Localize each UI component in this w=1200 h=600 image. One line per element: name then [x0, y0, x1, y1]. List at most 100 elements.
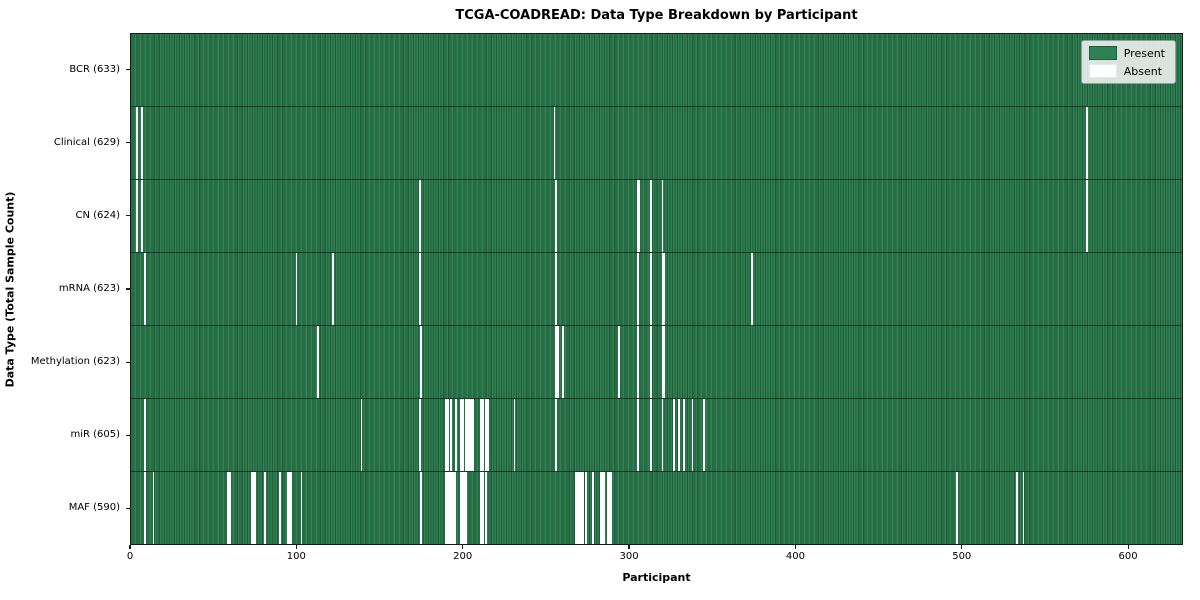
absent-stripe	[603, 472, 606, 544]
absent-stripe	[513, 399, 516, 471]
xtick-mark	[628, 545, 630, 549]
absent-stripe	[463, 472, 466, 544]
absent-stripe	[482, 399, 484, 471]
chart-title: TCGA-COADREAD: Data Type Breakdown by Pa…	[455, 8, 858, 23]
absent-stripe	[661, 180, 664, 252]
ytick-mark	[126, 361, 130, 363]
absent-stripe	[317, 326, 320, 398]
absent-stripe	[452, 472, 454, 544]
legend-item-present: Present	[1088, 46, 1165, 60]
absent-stripe	[290, 472, 293, 544]
absent-stripe	[360, 399, 363, 471]
legend-label-present: Present	[1123, 46, 1165, 60]
absent-stripe	[480, 399, 483, 471]
absent-stripe	[575, 472, 577, 544]
xtick-label-500: 500	[952, 551, 972, 562]
absent-stripe	[691, 399, 694, 471]
absent-stripe	[555, 180, 557, 252]
ytick-label-MAF: MAF (590)	[68, 502, 120, 514]
absent-stripe	[460, 472, 463, 544]
absent-stripe	[418, 253, 421, 325]
absent-stripe	[229, 472, 231, 544]
xtick-mark	[961, 545, 963, 549]
absent-stripe	[453, 472, 456, 544]
absent-stripe	[448, 472, 451, 544]
absent-stripe	[295, 253, 298, 325]
absent-stripe	[650, 253, 652, 325]
absent-stripe	[486, 399, 489, 471]
absent-stripe	[254, 472, 256, 544]
xtick-mark	[1127, 545, 1129, 549]
absent-stripe	[751, 253, 754, 325]
absent-stripe	[472, 399, 474, 471]
absent-stripe	[580, 472, 582, 544]
absent-stripe	[140, 180, 143, 252]
absent-stripe	[636, 180, 639, 252]
xtick-label-200: 200	[453, 551, 473, 562]
absent-stripe	[650, 399, 652, 471]
absent-stripe	[445, 399, 448, 471]
absent-stripe	[462, 472, 464, 544]
absent-stripe	[447, 399, 449, 471]
legend-item-absent: Absent	[1088, 64, 1165, 78]
row-bar-miR	[131, 399, 1182, 472]
absent-stripe	[636, 253, 639, 325]
ytick-label-mRNA: mRNA (623)	[58, 283, 120, 294]
absent-stripe	[462, 399, 464, 471]
absent-stripe	[144, 399, 147, 471]
present-swatch-icon	[1088, 46, 1117, 60]
x-axis-label: Participant	[622, 571, 691, 584]
legend: Present Absent	[1080, 40, 1176, 84]
absent-stripe	[445, 472, 448, 544]
xtick-label-300: 300	[619, 551, 639, 562]
absent-stripe	[264, 472, 266, 544]
absent-stripe	[610, 472, 612, 544]
ytick-label-BCR: BCR (633)	[69, 63, 120, 75]
legend-label-absent: Absent	[1123, 64, 1163, 78]
absent-stripe	[287, 472, 290, 544]
absent-stripe	[485, 472, 488, 544]
row-bar-CN	[131, 180, 1182, 253]
absent-stripe	[663, 326, 666, 398]
absent-stripe	[661, 399, 664, 471]
absent-stripe	[650, 180, 652, 252]
xtick-mark	[794, 545, 796, 549]
absent-stripe	[460, 399, 463, 471]
absent-stripe	[555, 399, 557, 471]
ytick-label-Clinical: Clinical (629)	[53, 136, 120, 148]
absent-stripe	[250, 472, 253, 544]
absent-stripe	[465, 399, 468, 471]
absent-stripe	[135, 107, 138, 179]
absent-stripe	[556, 326, 559, 398]
absent-stripe	[636, 399, 639, 471]
ytick-label-Methylation: Methylation (623)	[30, 356, 120, 368]
ytick-mark	[126, 434, 130, 436]
absent-swatch-icon	[1088, 64, 1117, 78]
absent-stripe	[468, 399, 471, 471]
absent-stripe	[482, 472, 484, 544]
row-bar-Methylation	[131, 326, 1182, 399]
absent-stripe	[465, 472, 468, 544]
absent-stripe	[591, 472, 594, 544]
absent-stripe	[467, 399, 469, 471]
absent-stripe	[455, 399, 458, 471]
absent-stripe	[420, 326, 423, 398]
xtick-label-0: 0	[126, 551, 134, 562]
absent-stripe	[450, 472, 453, 544]
row-bar-BCR	[131, 34, 1182, 107]
absent-stripe	[601, 472, 604, 544]
absent-stripe	[418, 399, 421, 471]
xtick-mark	[295, 545, 297, 549]
absent-stripe	[555, 326, 557, 398]
absent-stripe	[673, 399, 676, 471]
absent-stripe	[703, 399, 706, 471]
absent-stripe	[600, 472, 602, 544]
absent-stripe	[420, 472, 423, 544]
ytick-mark	[126, 142, 130, 144]
absent-stripe	[135, 180, 138, 252]
absent-stripe	[1022, 472, 1025, 544]
absent-stripe	[683, 399, 686, 471]
absent-stripe	[418, 180, 421, 252]
absent-stripe	[1085, 107, 1088, 179]
